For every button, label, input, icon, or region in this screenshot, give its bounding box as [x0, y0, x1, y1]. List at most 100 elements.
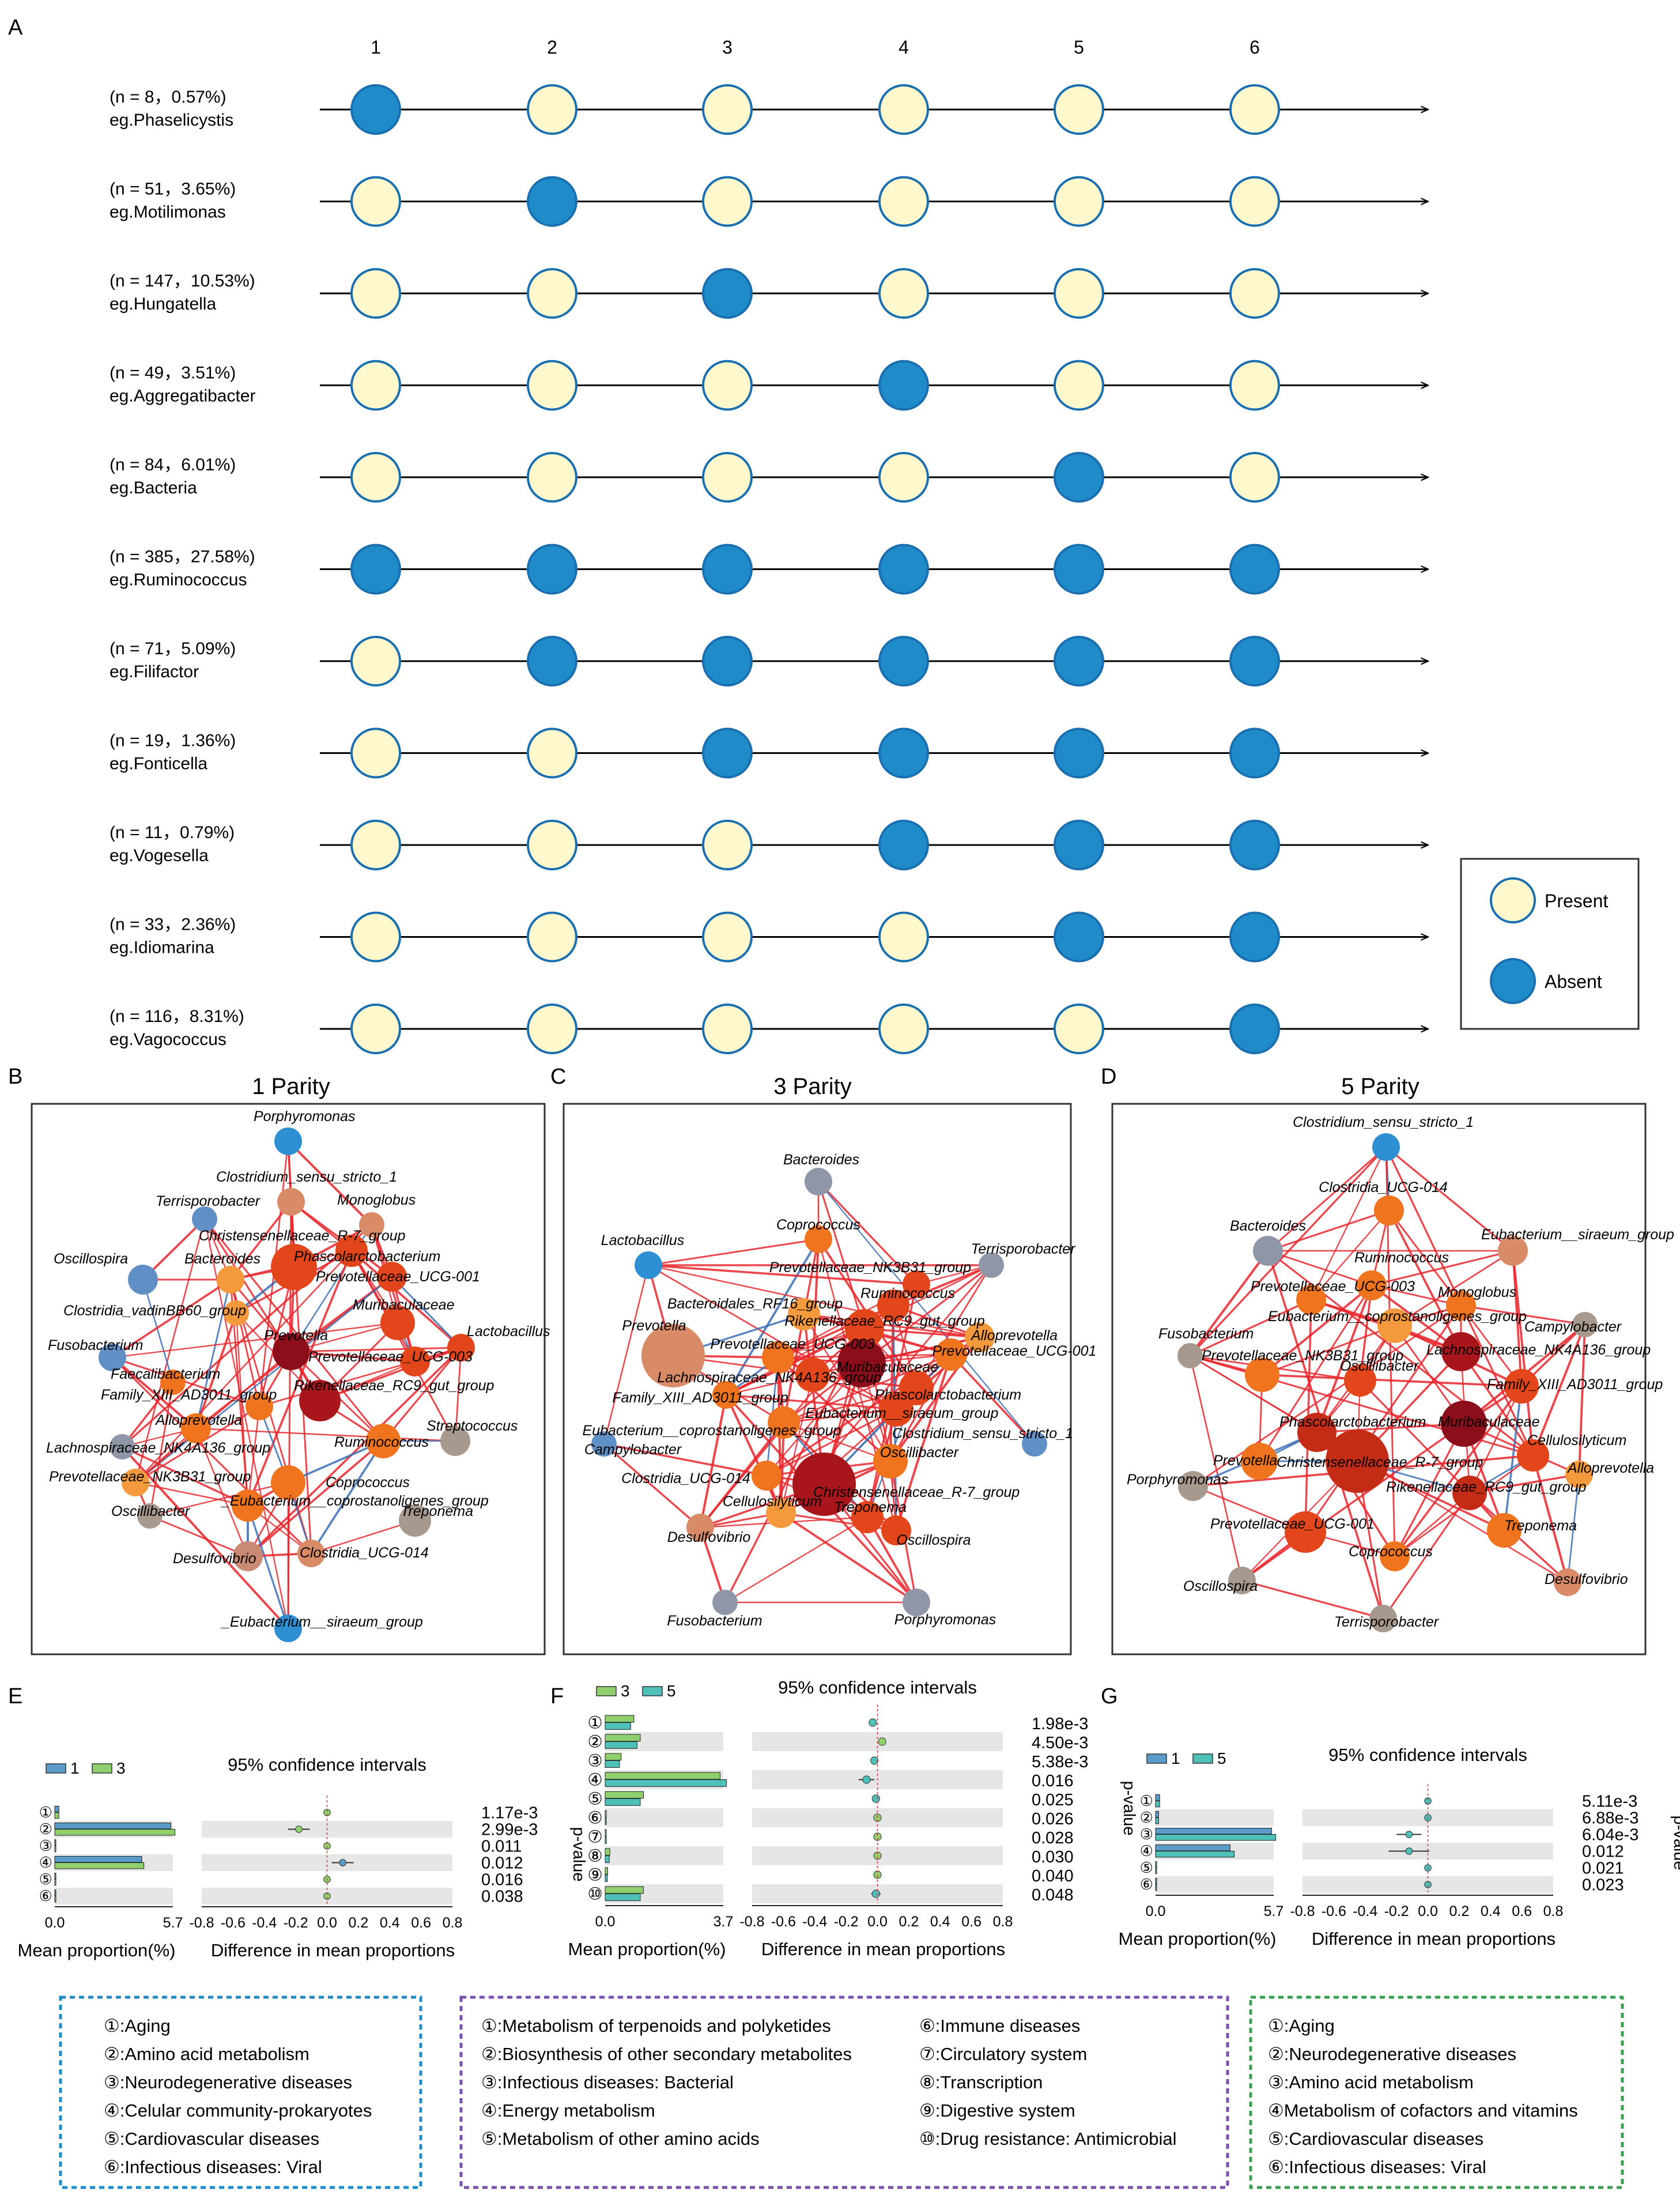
state-circle-absent: [702, 544, 753, 595]
edge: [803, 1313, 980, 1338]
node-circle: [1380, 1541, 1410, 1571]
node-label: Treponema: [1504, 1518, 1577, 1534]
node-circle: [366, 1424, 401, 1458]
state-circle-absent: [350, 84, 401, 135]
column-header: 5: [1074, 37, 1084, 58]
edge: [1394, 1385, 1523, 1557]
state-circle-absent: [702, 268, 753, 319]
y-axis-title-right: p-value: [1670, 1815, 1680, 1870]
node-label: Lachnospiraceae_NK4A136_group: [46, 1440, 270, 1456]
node-label: Family_XIII_AD3011_group: [612, 1390, 788, 1406]
x-axis-title-left: Mean proportion(%): [18, 1940, 176, 1960]
node-label: Campylobacter: [1524, 1319, 1622, 1335]
network-c: Bacteroides Coprococcus Terrisporobacter La…: [583, 1152, 1097, 1629]
node-label: Monoglobus: [337, 1192, 416, 1208]
node-circle: [712, 1381, 740, 1409]
row-count: (n = 71，5.09%): [110, 639, 236, 658]
edge: [648, 1238, 819, 1266]
node-label: Prevotellaceae_NK3B31_group: [49, 1469, 251, 1485]
edge: [1304, 1305, 1462, 1533]
node-label: Christensenellaceae_R-7_group: [1277, 1454, 1483, 1470]
edge: [817, 1180, 918, 1285]
node-circle: [1441, 1401, 1487, 1447]
edge: [603, 1443, 701, 1529]
ci-point: [339, 1859, 346, 1866]
bar-group-b: [605, 1874, 608, 1882]
bar-group-b: [1155, 1817, 1159, 1824]
panel-f-pathway-legend: ①:Metabolism of terpenoids and polyketid…: [481, 2016, 1176, 2149]
state-circle-absent: [878, 636, 929, 687]
state-circle-present: [350, 268, 401, 319]
edge: [311, 1519, 416, 1555]
node-circle: [851, 1501, 884, 1533]
node-circle: [1452, 1476, 1487, 1510]
row-count: (n = 84，6.01%): [110, 455, 236, 474]
state-circle-present: [527, 820, 577, 870]
p-value: 2.99e-3: [481, 1821, 538, 1839]
edge: [648, 1264, 980, 1338]
node-label: Clostridia_UCG-014: [300, 1545, 429, 1561]
node-circle: [277, 1188, 305, 1216]
category-label: ⑨: [587, 1865, 603, 1884]
edge: [1241, 1579, 1384, 1620]
edge: [135, 1250, 352, 1483]
edge: [699, 1394, 728, 1528]
edge: [195, 1427, 456, 1442]
node-label: Prevotella: [1213, 1453, 1277, 1469]
pathway-legend-item: ①:Metabolism of terpenoids and polyketid…: [481, 2016, 831, 2036]
edge: [121, 1381, 174, 1448]
state-circle-present: [1054, 360, 1104, 411]
bar-group-b: [1155, 1801, 1160, 1808]
row-example: eg.Phaselicystis: [110, 111, 233, 130]
nodes: [591, 1168, 1047, 1616]
bar-group-b: [54, 1862, 145, 1869]
panel-letter-a: A: [8, 16, 23, 40]
node-circle: [440, 1426, 470, 1456]
x-tick-label: -0.6: [1322, 1903, 1346, 1919]
state-circle-present: [1229, 176, 1280, 227]
p-value: 6.04e-3: [1582, 1826, 1639, 1845]
p-value: 4.50e-3: [1032, 1734, 1088, 1752]
node-label: Muribaculaceae: [353, 1297, 455, 1313]
node-label: Alloprevotella: [1566, 1460, 1654, 1476]
bar-group-b: [1155, 1851, 1235, 1858]
edge: [725, 1394, 782, 1514]
node-label: Prevotellaceae_UCG-003: [1251, 1278, 1415, 1295]
node-circle: [1554, 1568, 1581, 1596]
node-label: Oscillospira: [54, 1251, 128, 1267]
state-circle-present: [702, 1004, 753, 1054]
x-tick-label: 0.6: [961, 1914, 981, 1930]
bar-group-b: [605, 1798, 641, 1806]
node-label: Bacteroides: [184, 1251, 261, 1267]
x-tick-label: -0.8: [189, 1915, 214, 1931]
row-band: [605, 1846, 723, 1865]
bar-group-a: [1155, 1794, 1160, 1801]
edge: [1460, 1304, 1585, 1326]
edge: [229, 1201, 292, 1281]
edge: [1469, 1473, 1580, 1494]
state-circle-present: [527, 360, 577, 411]
state-circle-present: [702, 176, 753, 227]
node-label: Muribaculaceae: [837, 1359, 939, 1375]
bar-group-a: [54, 1822, 171, 1830]
node-labels: Porphyromonas Clostridium_sensu_stricto_1…: [46, 1108, 550, 1630]
node-label: Desulfovibrio: [173, 1551, 256, 1567]
node-circle: [1372, 1133, 1400, 1161]
node-label: Oscillibacter: [1340, 1358, 1419, 1374]
edge: [1394, 1250, 1513, 1327]
state-circle-present: [527, 911, 577, 963]
timeline-row: (n = 84，6.01%) eg.Bacteria: [110, 452, 1428, 503]
node-label: Desulfovibrio: [1545, 1571, 1628, 1587]
p-value: 0.026: [1032, 1810, 1074, 1828]
state-circle-absent: [1054, 911, 1104, 963]
timeline-row: (n = 8，0.57%) eg.Phaselicystis: [110, 84, 1428, 135]
x-axis-title-right: Difference in mean proportions: [761, 1939, 1005, 1959]
bar-group-b: [54, 1829, 176, 1836]
x-tick-label: 0.0: [867, 1914, 888, 1930]
node-circle: [1022, 1431, 1047, 1457]
edge: [310, 1440, 384, 1555]
edge: [783, 1353, 952, 1424]
category-label: ②: [587, 1732, 603, 1751]
state-circle-present: [527, 268, 577, 319]
